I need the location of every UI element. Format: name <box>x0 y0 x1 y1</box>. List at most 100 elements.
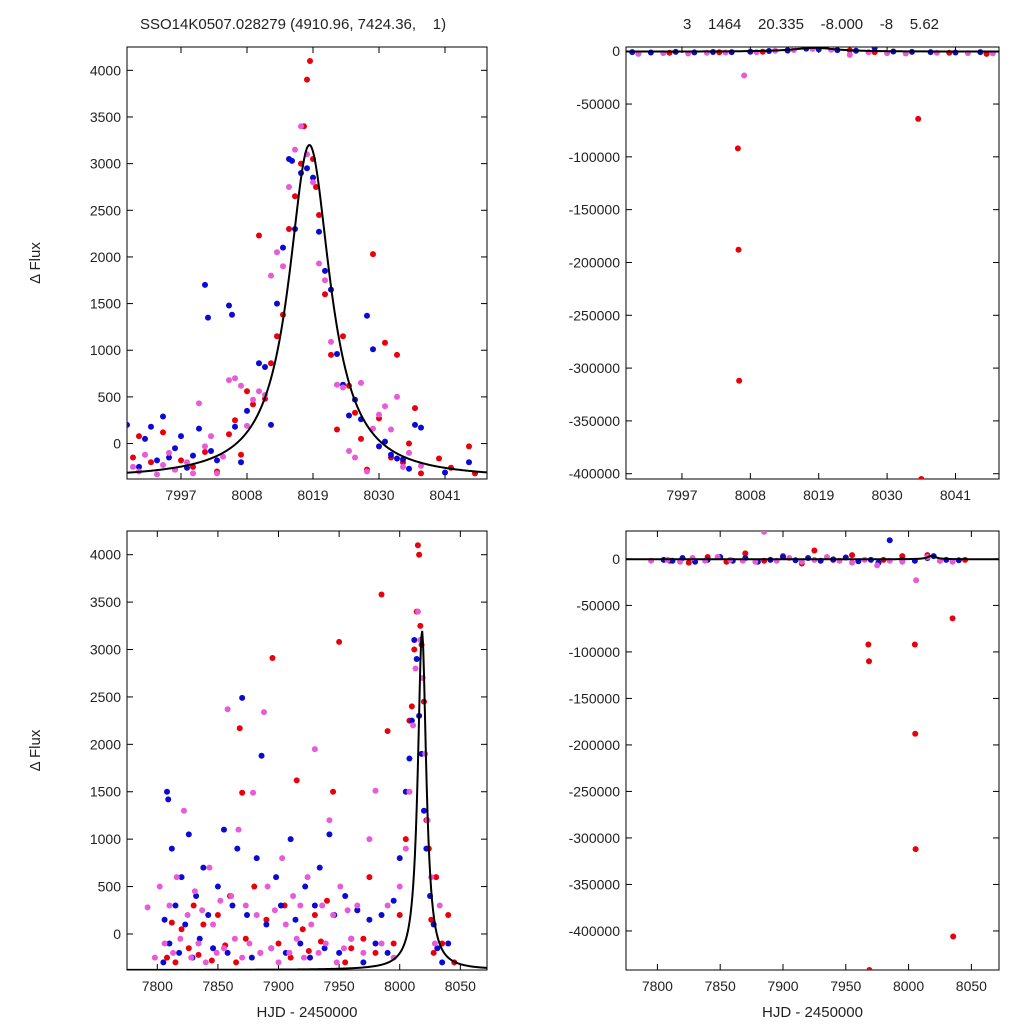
data-point <box>275 940 282 947</box>
data-point <box>334 426 340 433</box>
data-point <box>180 807 187 814</box>
series-series_a <box>666 547 969 970</box>
plot-area <box>626 47 999 479</box>
data-point <box>402 845 409 852</box>
data-point <box>148 423 154 430</box>
data-point <box>257 949 264 956</box>
data-point <box>420 807 427 814</box>
y-tick-label: -300000 <box>569 830 621 846</box>
data-point <box>232 375 238 382</box>
data-point <box>315 949 322 956</box>
data-point <box>184 912 191 919</box>
data-point <box>406 465 412 472</box>
data-point <box>176 949 183 956</box>
data-point <box>400 463 406 470</box>
y-tick-label: 2500 <box>90 689 121 705</box>
data-point <box>390 940 397 947</box>
data-point <box>160 413 166 420</box>
data-point <box>193 893 200 900</box>
data-point <box>949 615 956 622</box>
data-point <box>849 559 856 566</box>
y-tick-label: 0 <box>612 43 620 59</box>
x-tick-label: 7997 <box>165 487 196 503</box>
data-point <box>228 893 235 900</box>
x-tick-label: 7800 <box>642 978 673 994</box>
data-point <box>232 417 238 424</box>
data-point <box>736 377 743 384</box>
data-point <box>269 655 276 662</box>
data-point <box>319 902 326 909</box>
y-tick-label: -200000 <box>569 737 621 753</box>
data-point <box>792 557 799 564</box>
data-point <box>414 608 421 615</box>
data-point <box>244 912 250 919</box>
data-point <box>310 174 316 181</box>
data-point <box>913 577 920 584</box>
x-tick-label: 8019 <box>803 487 834 503</box>
data-point <box>195 951 202 958</box>
x-tick-label: 7900 <box>263 978 294 994</box>
data-point <box>191 888 198 895</box>
data-point <box>268 421 274 428</box>
data-point <box>364 312 370 319</box>
data-point <box>911 641 918 648</box>
data-point <box>263 916 270 923</box>
data-point <box>305 948 312 955</box>
data-point <box>151 954 158 961</box>
data-point <box>431 940 438 947</box>
data-point <box>161 940 168 947</box>
y-tick-label: 2500 <box>90 202 121 218</box>
data-point <box>248 954 255 961</box>
y-tick-label: -250000 <box>569 783 621 799</box>
data-point <box>274 300 280 307</box>
data-point <box>178 457 184 464</box>
data-point <box>866 967 873 970</box>
data-point <box>950 933 957 940</box>
data-point <box>396 912 403 919</box>
y-tick-label: 4000 <box>90 62 121 78</box>
data-point <box>328 338 334 345</box>
model-curve <box>626 47 999 53</box>
data-point <box>280 263 286 270</box>
data-point <box>366 874 373 881</box>
data-point <box>173 874 180 881</box>
data-point <box>874 562 881 569</box>
data-point <box>390 897 397 904</box>
data-point <box>214 457 220 464</box>
data-point <box>372 787 379 794</box>
data-point <box>293 777 300 784</box>
data-point <box>412 405 418 412</box>
data-point <box>238 451 244 458</box>
data-point <box>412 665 419 672</box>
header-left-text: SSO14K0507.028279 (4910.96, 7424.36, 1) <box>140 16 446 33</box>
y-tick-label: -50000 <box>576 96 620 112</box>
data-point <box>334 350 340 357</box>
series-series_c <box>144 608 443 966</box>
data-point <box>136 433 142 440</box>
y-tick-label: -200000 <box>569 254 621 270</box>
data-point <box>184 459 190 466</box>
x-tick-label: 7950 <box>324 978 355 994</box>
data-point <box>311 746 318 753</box>
data-point <box>310 179 316 186</box>
y-tick-label: -50000 <box>576 597 620 613</box>
data-point <box>213 949 220 956</box>
data-point <box>408 703 415 710</box>
data-point <box>142 451 148 458</box>
data-point <box>286 949 293 956</box>
data-point <box>199 907 206 914</box>
data-point <box>949 558 956 565</box>
x-axis-label: HJD - 2450000 <box>762 1004 863 1021</box>
data-point <box>235 826 242 833</box>
data-point <box>264 883 271 890</box>
data-point <box>210 945 217 952</box>
data-point <box>307 954 314 961</box>
data-point <box>206 864 213 871</box>
data-point <box>224 706 231 713</box>
y-tick-label: -250000 <box>569 307 621 323</box>
data-point <box>196 935 203 942</box>
data-point <box>200 921 207 928</box>
data-point <box>185 945 192 952</box>
data-point <box>348 945 355 952</box>
